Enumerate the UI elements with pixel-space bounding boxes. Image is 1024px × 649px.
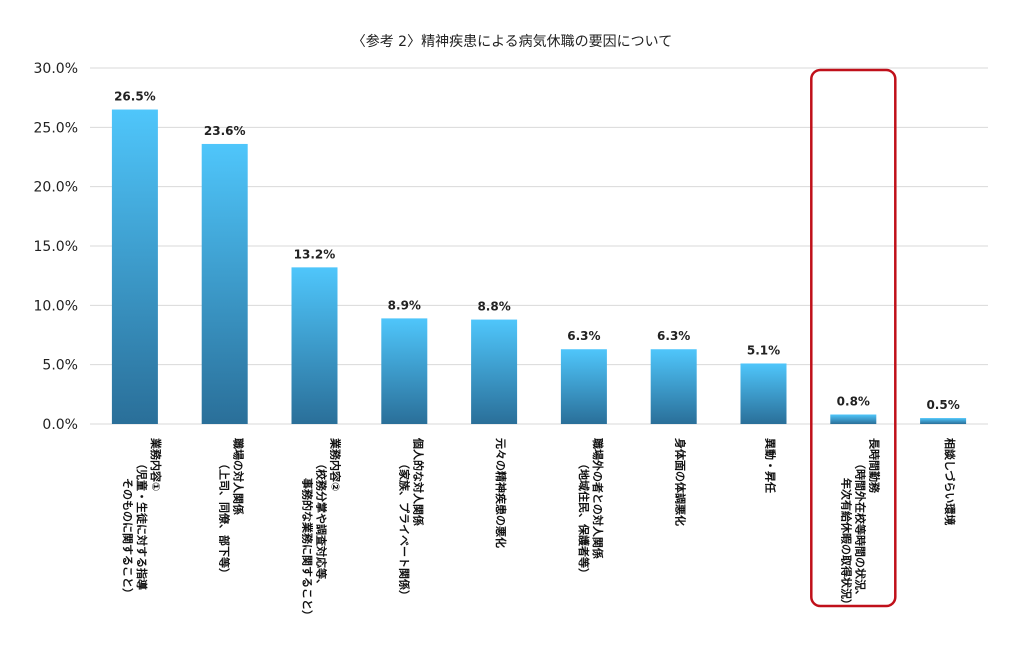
category-label: 元々の精神疾患の悪化 xyxy=(494,438,508,548)
category-label: 個人的な対人関係 xyxy=(411,437,425,526)
data-label: 0.5% xyxy=(926,398,959,412)
bar xyxy=(920,418,967,424)
highlight-box xyxy=(810,68,897,608)
category-label: （児童・生徒に対する指導 xyxy=(135,458,149,590)
category-label: 職場外の者との対人関係 xyxy=(591,438,605,559)
category-label: 職場の対人関係 xyxy=(232,438,246,515)
y-tick-label: 5.0% xyxy=(42,358,78,374)
highlight-rectangle xyxy=(810,68,897,608)
bar xyxy=(740,363,787,424)
category-label: （家族、プライベート関係） xyxy=(397,458,411,601)
bar xyxy=(560,349,607,424)
category-label: そのものに関すること） xyxy=(121,478,134,599)
category-label: 業務内容② xyxy=(329,437,343,491)
value-labels: 26.5% 23.6% 13.2% 8.9% 8.8% 6.3% 6.3% 5.1% 0.8% 0… xyxy=(114,90,960,413)
y-tick-label: 30.0% xyxy=(34,61,78,77)
data-label: 8.9% xyxy=(388,298,421,312)
data-label: 8.8% xyxy=(477,300,510,314)
y-axis-ticks: 0.0% 5.0% 10.0% 15.0% 20.0% 25.0% 30.0% xyxy=(34,61,78,433)
chart-title: 〈参考 2〉精神疾患による病気休職の要因について xyxy=(352,33,673,50)
data-label: 0.8% xyxy=(837,395,870,409)
bar xyxy=(830,414,877,424)
bar xyxy=(291,267,338,424)
category-label: 相談しづらい環境 xyxy=(943,438,957,525)
data-label: 6.3% xyxy=(567,329,600,343)
category-label: （上司、同僚、部下等） xyxy=(218,458,232,579)
category-label: （校務分掌や調査対応等、 xyxy=(315,458,329,590)
y-tick-label: 0.0% xyxy=(42,417,78,433)
bar xyxy=(650,349,697,424)
category-label: 事務的な業務に関すること） xyxy=(301,478,315,621)
data-label: 5.1% xyxy=(747,343,780,357)
bar xyxy=(201,143,248,425)
data-label: 23.6% xyxy=(204,124,246,138)
category-label: （時間外在校等時間の状況、 xyxy=(853,458,867,601)
bar xyxy=(111,109,158,425)
category-label: 異動・昇任 xyxy=(764,438,778,493)
bar xyxy=(381,318,428,424)
category-label: 長時間勤務 xyxy=(867,438,881,494)
y-tick-label: 15.0% xyxy=(34,239,78,255)
bars xyxy=(111,109,967,425)
category-label: （地域住民、保護者等） xyxy=(577,458,591,579)
data-label: 26.5% xyxy=(114,90,156,104)
category-label: 年次有給休暇の取得状況） xyxy=(839,478,853,610)
bar xyxy=(471,319,518,424)
data-label: 6.3% xyxy=(657,329,690,343)
category-label: 業務内容① xyxy=(149,437,163,491)
y-tick-label: 20.0% xyxy=(34,180,78,196)
data-label: 13.2% xyxy=(294,247,336,261)
y-tick-label: 25.0% xyxy=(34,120,78,136)
y-tick-label: 10.0% xyxy=(34,298,78,314)
category-label: 身体面の体調悪化 xyxy=(674,438,688,526)
